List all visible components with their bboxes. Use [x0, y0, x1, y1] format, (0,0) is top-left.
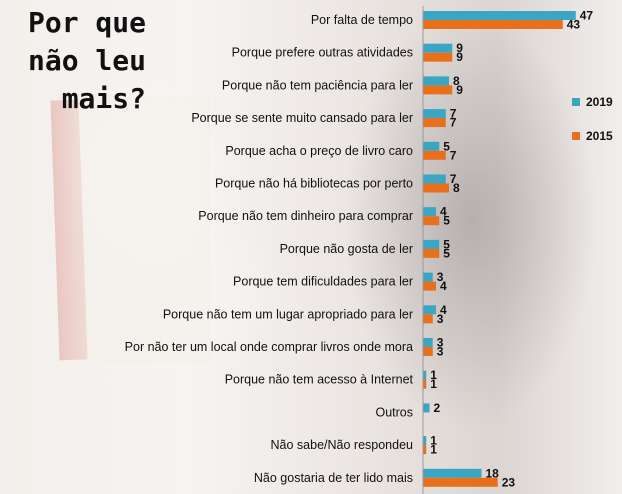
legend-label-2019: 2019	[586, 95, 613, 109]
value-label-2019: 4	[440, 303, 447, 317]
bar-2015	[423, 477, 498, 487]
category-label: Por falta de tempo	[311, 13, 413, 27]
value-label-2019: 7	[450, 172, 457, 186]
bar-2019	[423, 76, 449, 86]
value-label-2015: 5	[443, 214, 450, 228]
value-label-2019: 2	[434, 401, 441, 415]
category-label: Porque não tem um lugar apropriado para …	[163, 307, 413, 321]
bar-2015	[423, 183, 449, 193]
bar-2015	[423, 248, 440, 258]
value-label-2019: 7	[450, 107, 457, 121]
value-label-2019: 5	[443, 237, 450, 251]
bar-2015	[423, 347, 433, 356]
legend-label-2015: 2015	[586, 129, 613, 143]
value-label-2015: 7	[450, 116, 457, 130]
bar-2019	[423, 370, 427, 380]
category-label: Não sabe/Não respondeu	[271, 438, 414, 452]
bar-2015	[423, 150, 446, 160]
bar-2015	[423, 281, 436, 291]
bar-2015	[423, 52, 453, 62]
legend-swatch-2019	[572, 98, 580, 106]
bar-2019	[423, 436, 427, 446]
value-label-2015: 23	[502, 475, 516, 489]
value-label-2019: 9	[456, 41, 463, 55]
value-label-2019: 3	[437, 336, 444, 350]
bar-2019	[423, 403, 430, 413]
bar-2015	[423, 20, 563, 29]
bar-2015	[423, 118, 446, 128]
value-label-2015: 1	[430, 377, 437, 391]
bar-2019	[423, 239, 440, 249]
category-label: Outros	[375, 405, 413, 419]
category-label: Porque prefere outras atividades	[232, 46, 413, 60]
category-label: Por não ter um local onde comprar livros…	[125, 340, 413, 354]
value-label-2019: 3	[437, 270, 444, 284]
value-label-2019: 1	[430, 368, 437, 382]
value-label-2019: 18	[486, 466, 500, 480]
bar-2019	[423, 468, 482, 478]
bar-2019	[423, 109, 446, 119]
bar-2015	[423, 379, 427, 389]
value-label-2015: 8	[453, 181, 460, 195]
value-label-2015: 7	[450, 148, 457, 162]
value-label-2015: 3	[437, 345, 444, 359]
category-label: Porque se sente muito cansado para ler	[191, 111, 413, 125]
value-label-2019: 8	[453, 74, 460, 88]
bar-2019	[423, 338, 433, 347]
bar-2019	[423, 174, 446, 184]
bar-2019	[423, 272, 433, 282]
bar-2015	[423, 216, 440, 226]
category-label: Porque não tem paciência para ler	[222, 78, 413, 92]
value-label-2015: 9	[456, 83, 463, 97]
value-label-2015: 4	[440, 279, 447, 293]
bar-2019	[423, 141, 440, 151]
bar-2019	[423, 207, 436, 217]
value-label-2015: 9	[456, 50, 463, 64]
value-label-2019: 4	[440, 205, 447, 219]
category-label: Não gostaria de ter lido mais	[254, 471, 413, 485]
category-label: Porque não tem acesso à Internet	[225, 373, 414, 387]
bar-2015	[423, 85, 453, 95]
bar-2015	[423, 314, 433, 324]
value-label-2015: 1	[430, 443, 437, 457]
value-label-2019: 5	[443, 139, 450, 153]
category-label: Porque não gosta de ler	[280, 242, 413, 256]
value-label-2015: 43	[567, 18, 581, 32]
category-label: Porque não há bibliotecas por perto	[215, 177, 413, 191]
value-label-2015: 3	[437, 312, 444, 326]
background-book	[80, 95, 210, 365]
category-label: Porque acha o preço de livro caro	[225, 144, 413, 158]
chart-title: Por que não leu mais?	[27, 6, 146, 115]
category-label: Porque não tem dinheiro para comprar	[198, 209, 413, 223]
bar-2019	[423, 43, 453, 53]
category-label: Porque tem dificuldades para ler	[233, 275, 413, 289]
value-label-2019: 47	[580, 9, 594, 23]
value-label-2015: 5	[443, 246, 450, 260]
bar-2019	[423, 305, 436, 315]
value-label-2019: 1	[430, 434, 437, 448]
bar-2019	[423, 11, 576, 20]
legend-swatch-2015	[572, 132, 580, 140]
bar-2015	[423, 445, 427, 455]
